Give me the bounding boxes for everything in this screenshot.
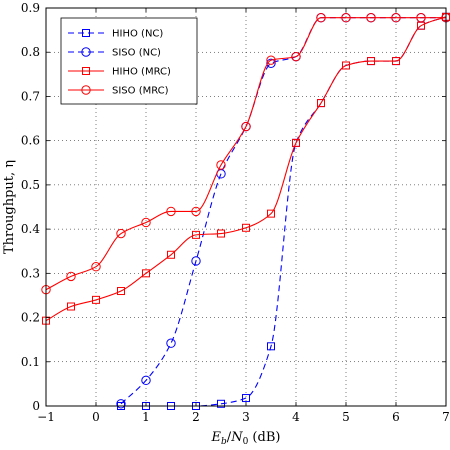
legend-marker: [81, 47, 91, 57]
y-tick-label: 0.6: [21, 134, 40, 148]
data-point: [166, 338, 176, 348]
data-point: [167, 250, 175, 259]
x-tick-label: 1: [142, 410, 150, 424]
series-line: [45, 16, 447, 322]
data-point: [142, 269, 150, 278]
series-2: [42, 12, 450, 325]
data-point: [92, 295, 100, 304]
data-point: [216, 160, 226, 170]
x-tick-label: 0: [92, 410, 100, 424]
data-point: [367, 57, 375, 66]
y-tick-label: 0.2: [21, 311, 40, 325]
legend-marker: [81, 85, 91, 95]
x-axis-title: Eb/N0 (dB): [211, 430, 281, 447]
data-point: [391, 13, 401, 23]
tick-layer: −1 0 1 2 3 4 5 6 700.10.20.30.40.50.60.70.80.9: [21, 1, 450, 424]
data-point: [241, 121, 251, 132]
data-point: [366, 13, 376, 23]
data-point: [316, 13, 326, 23]
y-tick-label: 0.8: [21, 45, 40, 59]
x-tick-label: 3: [242, 410, 250, 424]
data-point: [166, 206, 176, 217]
data-point: [341, 13, 351, 23]
data-point: [317, 99, 325, 108]
y-tick-label: 0.4: [21, 222, 40, 236]
data-point: [91, 262, 101, 272]
data-point: [141, 375, 151, 386]
x-tick-label: −1: [37, 410, 55, 424]
data-point: [116, 228, 126, 239]
data-point: [191, 206, 201, 217]
data-point: [267, 209, 275, 218]
y-tick-label: 0: [32, 399, 40, 413]
legend-label: SISO (NC): [112, 48, 161, 59]
series-line: [45, 17, 446, 291]
data-point: [117, 287, 125, 296]
x-tick-label: 5: [342, 410, 350, 424]
x-tick-label: 2: [192, 410, 200, 424]
data-point: [141, 217, 151, 228]
data-point: [416, 13, 426, 23]
legend-marker: [82, 67, 90, 75]
data-point: [242, 223, 250, 232]
data-point: [342, 61, 350, 70]
data-point: [291, 51, 301, 62]
data-point: [192, 230, 200, 239]
data-point: [266, 55, 276, 65]
grid-layer: [46, 8, 446, 406]
data-point: [191, 256, 201, 266]
y-tick-label: 0.9: [21, 1, 40, 15]
y-tick-label: 0.1: [21, 355, 40, 369]
data-point: [242, 394, 250, 403]
y-tick-label: 0.5: [21, 178, 40, 192]
legend: HIHO (NC) SISO (NC) HIHO (MRC) SISO (MRC): [60, 17, 198, 105]
data-point: [66, 271, 76, 282]
y-tick-label: 0.3: [21, 266, 40, 280]
y-tick-label: 0.7: [21, 89, 40, 103]
legend-marker: [82, 29, 90, 37]
legend-label: HIHO (NC): [112, 29, 163, 40]
data-point: [67, 302, 75, 311]
data-point: [267, 342, 275, 351]
legend-label: HIHO (MRC): [112, 67, 171, 78]
data-point: [217, 229, 225, 238]
x-tick-label: 4: [292, 410, 300, 424]
data-point: [217, 399, 225, 408]
x-tick-label: 7: [442, 410, 450, 424]
data-point: [116, 399, 126, 409]
y-axis-title: Throughput, η: [2, 160, 17, 254]
data-point: [266, 58, 276, 68]
data-point: [292, 138, 300, 147]
series-3: [41, 13, 450, 295]
data-point: [392, 57, 400, 66]
x-tick-label: 6: [392, 410, 400, 424]
legend-label: SISO (MRC): [112, 86, 169, 97]
